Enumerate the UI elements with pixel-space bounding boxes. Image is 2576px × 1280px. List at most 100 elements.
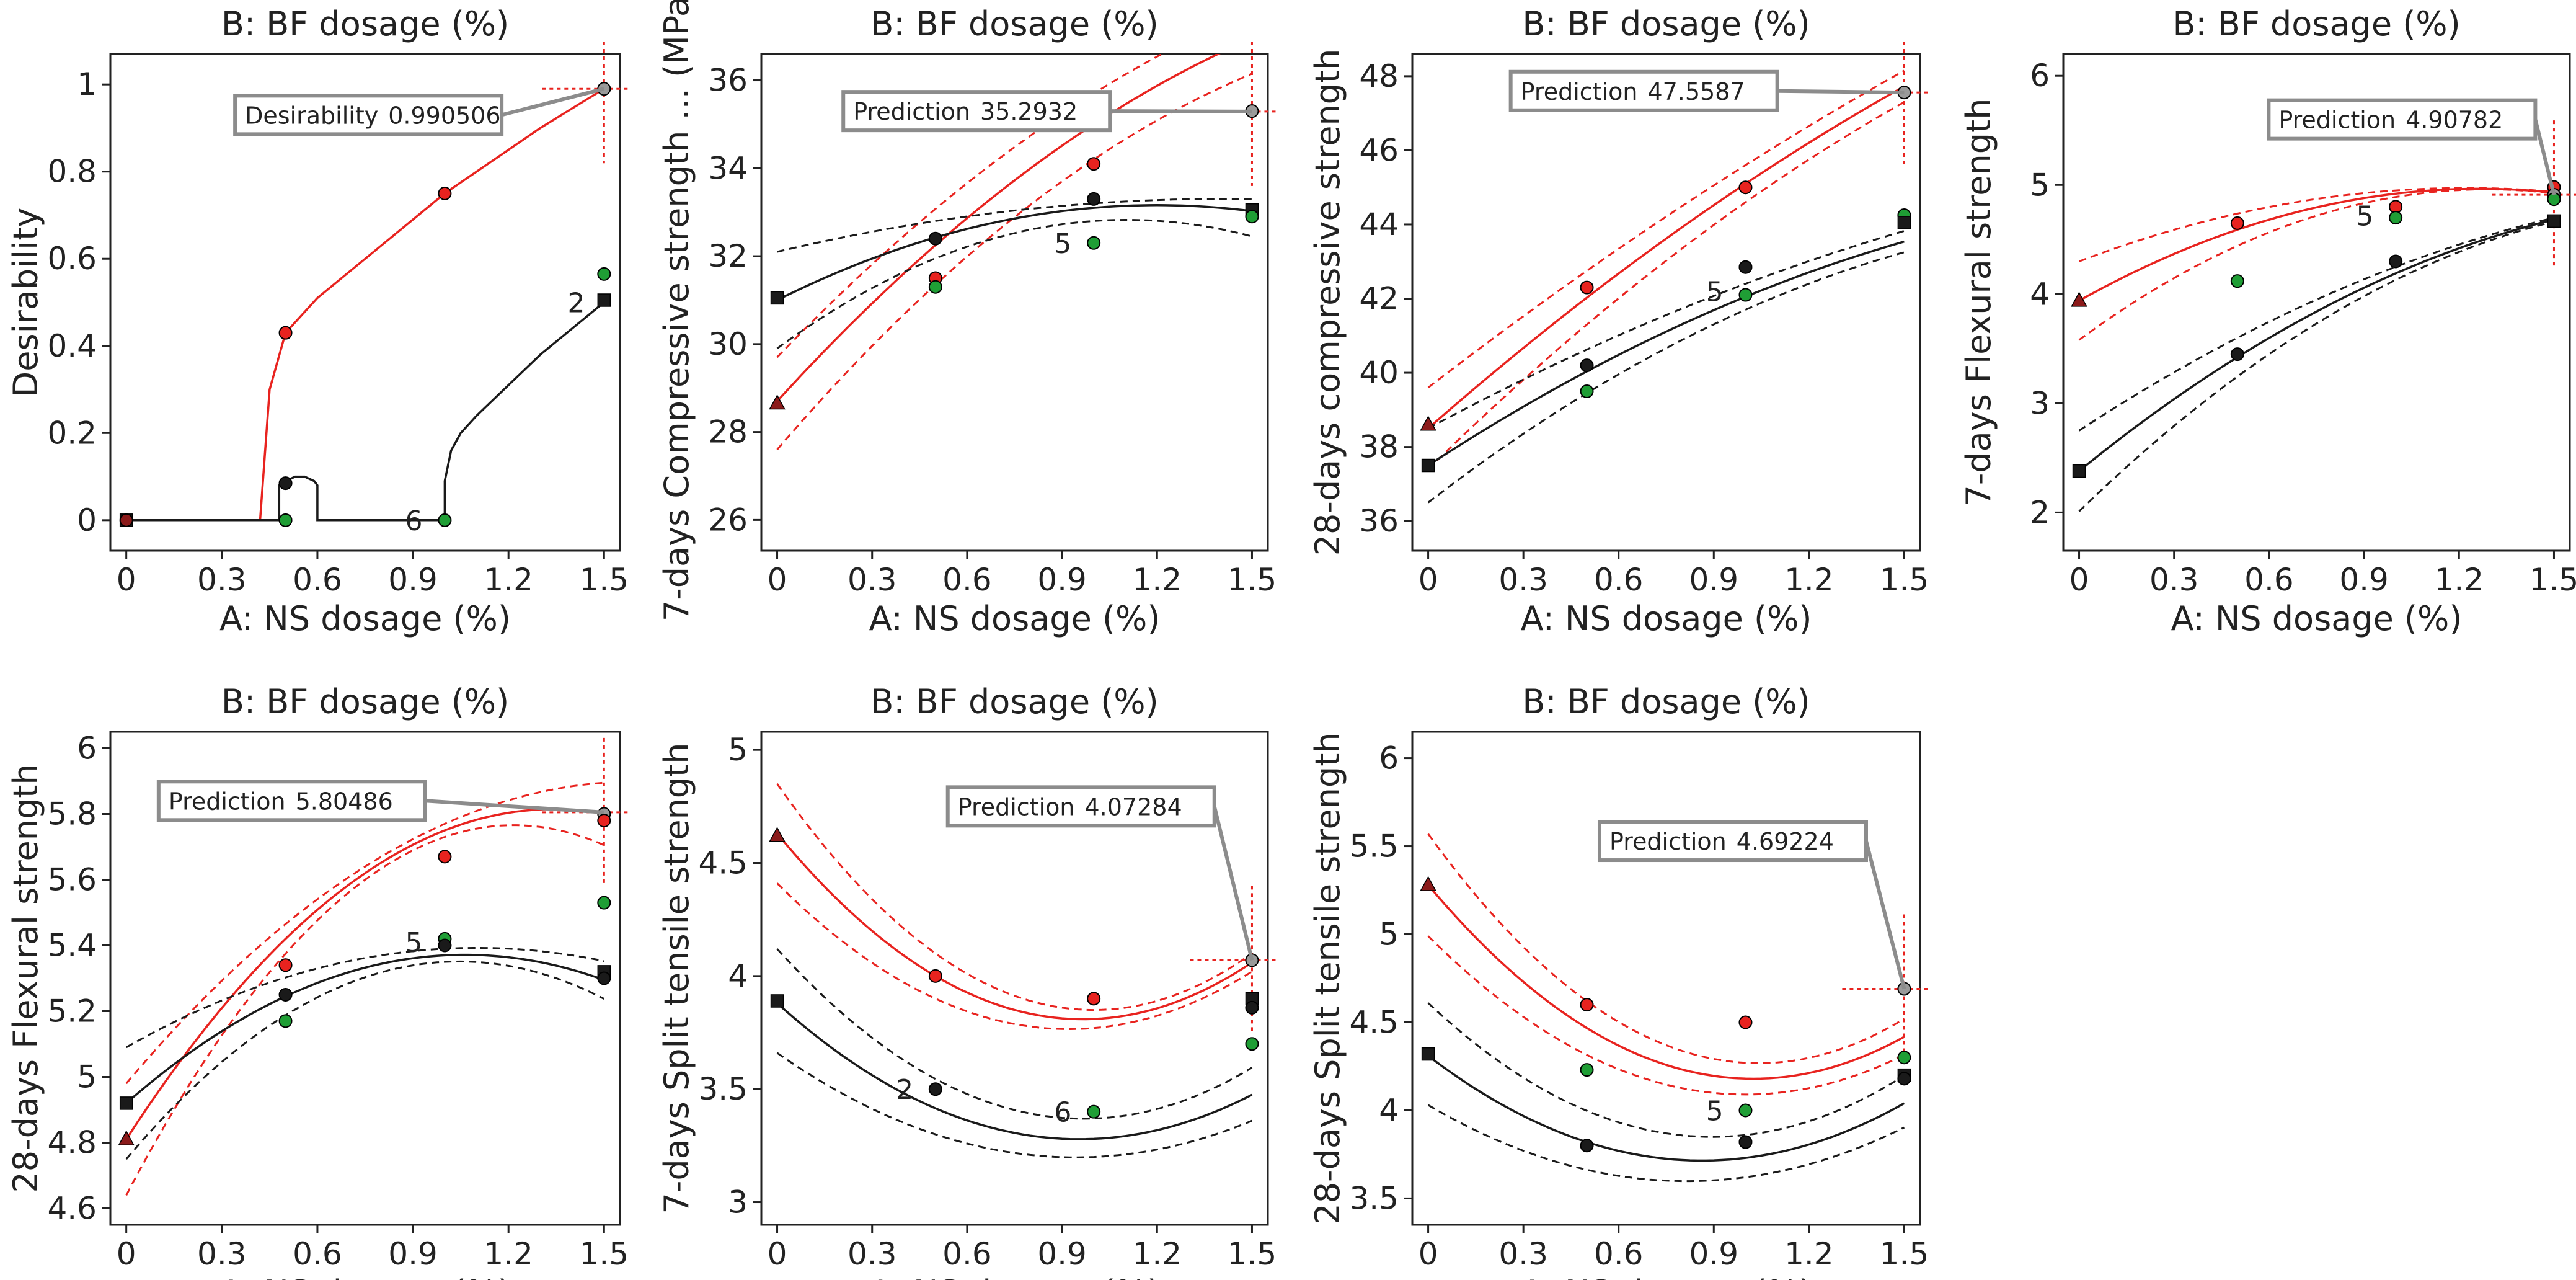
y-tick-label: 4.5 <box>1349 1004 1399 1040</box>
callout-leader <box>1777 89 1905 95</box>
data-point-square <box>597 293 611 307</box>
callout-box <box>2267 98 2538 141</box>
data-point <box>597 267 611 281</box>
callout-text: Prediction 4.69224 <box>1609 828 1834 855</box>
data-point <box>2230 216 2244 230</box>
series-line <box>776 1002 1253 1140</box>
x-tick-label: 0.9 <box>1037 562 1087 598</box>
x-axis-title: A: NS dosage (%) <box>869 1273 1161 1280</box>
x-tick-label: 1.2 <box>1133 562 1182 598</box>
y-tick-label: 1 <box>77 66 97 102</box>
data-point <box>1245 1000 1259 1015</box>
y-tick-label: 40 <box>1359 355 1399 391</box>
data-point <box>278 1014 293 1028</box>
x-tick-label: 0.3 <box>2149 562 2199 598</box>
data-point <box>1580 384 1594 398</box>
callout-box <box>233 94 504 136</box>
x-tick-label: 0.3 <box>1498 1236 1548 1272</box>
y-tick-label: 26 <box>708 502 748 538</box>
y-tick-label: 0 <box>77 502 97 538</box>
data-point <box>438 513 452 527</box>
curve-group <box>125 781 604 1196</box>
series-line <box>125 953 604 1104</box>
data-point <box>928 1082 942 1096</box>
y-tick-label: 4.8 <box>47 1125 97 1161</box>
y-tick-label: 5 <box>1379 917 1399 953</box>
series-line <box>1427 251 1905 504</box>
replicate-count-label: 6 <box>405 505 422 537</box>
y-tick-label: 4.6 <box>47 1191 97 1227</box>
plot-frame <box>1411 731 1921 1226</box>
data-point-triangle <box>2071 291 2087 307</box>
x-axis-title: A: NS dosage (%) <box>1521 599 1812 638</box>
x-tick-label: 0.3 <box>197 562 247 598</box>
callout-leader <box>1864 840 1906 990</box>
y-tick-label: 5.2 <box>47 993 97 1029</box>
replicate-count-label: 5 <box>1054 228 1071 260</box>
y-tick-label: 4.5 <box>698 845 748 881</box>
x-tick-label: 1.2 <box>2435 562 2484 598</box>
y-tick-label: 28 <box>708 414 748 450</box>
callout-value: 4.07284 <box>1085 793 1182 820</box>
y-tick-label: 3.5 <box>698 1071 748 1107</box>
callout-label: Prediction <box>2278 107 2396 134</box>
plot-frame <box>760 731 1269 1226</box>
curve-group <box>1427 69 1905 504</box>
callout-value: 35.2932 <box>980 98 1078 125</box>
panel-title: B: BF dosage (%) <box>870 682 1158 721</box>
x-tick-label: 0.6 <box>293 1236 342 1272</box>
replicate-count-label: 5 <box>2356 201 2373 233</box>
y-axis-title: 7-days Flexural strength <box>1959 99 1998 507</box>
replicate-count-label: 5 <box>405 927 422 959</box>
x-tick-label: 0.9 <box>388 562 438 598</box>
callout-label: Prediction <box>1609 828 1727 855</box>
y-axis-title: 28-days compressive strength <box>1308 49 1347 556</box>
callout-text: Prediction 5.80486 <box>169 788 393 815</box>
y-tick-label: 6 <box>1379 740 1399 776</box>
series-line <box>126 87 605 522</box>
y-tick-label: 30 <box>708 326 748 362</box>
series-line <box>1427 101 1905 470</box>
series-line <box>125 946 604 1049</box>
data-point <box>1087 1104 1101 1119</box>
callout-leader <box>1212 806 1254 961</box>
data-point <box>1087 992 1101 1006</box>
y-tick-label: 34 <box>708 150 748 186</box>
panel-title: B: BF dosage (%) <box>221 682 509 721</box>
data-point <box>2389 211 2403 225</box>
y-tick-label: 6 <box>77 731 97 767</box>
data-point-square <box>119 1096 133 1110</box>
x-tick-label: 0 <box>117 562 136 598</box>
x-tick-label: 0.6 <box>2244 562 2294 598</box>
data-point-square <box>770 994 784 1008</box>
replicate-count-label: 2 <box>567 288 585 319</box>
data-point-square <box>2547 214 2561 228</box>
panel-title: B: BF dosage (%) <box>1522 4 1810 43</box>
x-tick-label: 1.2 <box>1133 1236 1182 1272</box>
y-tick-label: 36 <box>1359 503 1399 539</box>
data-point <box>1738 1103 1753 1118</box>
x-tick-label: 0.9 <box>388 1236 438 1272</box>
x-axis-title: A: NS dosage (%) <box>2171 599 2463 638</box>
curve-group <box>2078 187 2554 512</box>
series-line <box>776 783 1253 1011</box>
data-point <box>278 988 293 1002</box>
y-tick-label: 5.4 <box>47 928 97 964</box>
x-tick-label: 1.2 <box>484 562 533 598</box>
y-tick-label: 36 <box>708 63 748 99</box>
data-point <box>1738 1135 1753 1149</box>
series-line <box>1427 240 1905 466</box>
data-point <box>1738 288 1753 302</box>
series-line <box>1427 69 1905 389</box>
y-axis-title: Desirability <box>6 208 45 398</box>
y-axis-title: 7-days Split tensile strength <box>657 743 696 1214</box>
data-point <box>597 814 611 828</box>
callout-text: Prediction 47.5587 <box>1521 78 1745 105</box>
data-point-square <box>1897 216 1911 229</box>
series-line <box>2078 218 2554 472</box>
plot-frame <box>1411 53 1921 552</box>
series-line <box>2078 216 2554 432</box>
series-line <box>776 948 1253 1120</box>
x-tick-label: 0.6 <box>1594 562 1644 598</box>
data-point <box>1580 998 1594 1012</box>
